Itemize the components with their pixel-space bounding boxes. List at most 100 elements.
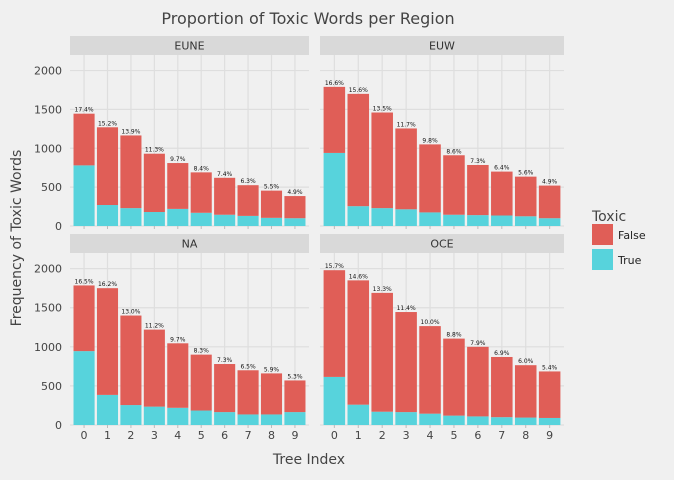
bar-true bbox=[190, 410, 212, 425]
bar-false bbox=[96, 288, 119, 395]
y-tick-label: 2000 bbox=[34, 65, 62, 78]
legend-swatch-true bbox=[592, 249, 613, 270]
legend-label-false: False bbox=[618, 229, 646, 242]
bar-true bbox=[491, 417, 513, 425]
bar-true bbox=[491, 215, 513, 226]
chart-title: Proportion of Toxic Words per Region bbox=[161, 9, 454, 28]
data-label: 4.9% bbox=[542, 179, 558, 186]
data-label: 9.7% bbox=[170, 336, 186, 343]
y-tick-label: 1500 bbox=[34, 302, 62, 315]
x-tick-label: 1 bbox=[355, 429, 362, 442]
data-label: 7.9% bbox=[470, 340, 486, 347]
bar-false bbox=[237, 370, 259, 415]
bar-true bbox=[237, 414, 259, 425]
bar-false bbox=[284, 196, 306, 219]
legend: False True bbox=[592, 224, 646, 270]
bar-false bbox=[73, 285, 95, 352]
bar-false bbox=[443, 155, 465, 215]
bar-false bbox=[73, 113, 95, 166]
bar-true bbox=[96, 394, 119, 425]
bar-true bbox=[467, 215, 489, 226]
data-label: 9.7% bbox=[170, 156, 186, 163]
bar-false bbox=[323, 270, 346, 377]
bar-false bbox=[491, 171, 513, 216]
x-tick-label: 9 bbox=[291, 429, 298, 442]
x-tick-label: 7 bbox=[498, 429, 505, 442]
bar-true bbox=[538, 417, 561, 425]
bar-true bbox=[143, 406, 165, 425]
bar-true bbox=[467, 416, 489, 425]
bar-false bbox=[143, 153, 165, 213]
x-tick-label: 4 bbox=[427, 429, 434, 442]
bar-false bbox=[120, 135, 142, 209]
bar-false bbox=[419, 326, 441, 414]
bar-false bbox=[538, 371, 561, 418]
bar-true bbox=[237, 215, 259, 226]
bar-false bbox=[190, 172, 212, 213]
bar-true bbox=[120, 208, 142, 226]
data-label: 10.0% bbox=[421, 319, 440, 326]
facet-label: OCE bbox=[430, 238, 453, 251]
x-tick-label: 6 bbox=[474, 429, 481, 442]
x-axis-label: Tree Index bbox=[272, 452, 345, 468]
data-label: 13.3% bbox=[373, 286, 392, 293]
data-label: 11.2% bbox=[145, 323, 164, 330]
y-tick-label: 0 bbox=[55, 220, 62, 233]
x-tick-label: 8 bbox=[522, 429, 529, 442]
bar-false bbox=[120, 315, 142, 406]
data-label: 13.9% bbox=[121, 128, 140, 135]
data-label: 15.7% bbox=[325, 263, 344, 270]
bar-false bbox=[260, 190, 283, 218]
bar-false bbox=[443, 338, 465, 416]
data-label: 6.0% bbox=[518, 358, 534, 365]
data-label: 13.5% bbox=[373, 106, 392, 113]
bar-true bbox=[514, 417, 537, 425]
bar-false bbox=[514, 176, 537, 217]
bar-false bbox=[167, 163, 189, 209]
data-label: 13.0% bbox=[121, 309, 140, 316]
x-tick-label: 8 bbox=[268, 429, 275, 442]
x-tick-label: 0 bbox=[331, 429, 338, 442]
data-label: 4.9% bbox=[287, 189, 303, 196]
chart-panels: EUNE 17.4% 15.2% 13.9% 11.3% 9.7% 8.4% 7.4% 6.3%… bbox=[34, 36, 564, 442]
bar-false bbox=[347, 280, 370, 405]
bar-true bbox=[96, 205, 119, 226]
x-tick-label: 3 bbox=[403, 429, 410, 442]
bar-false bbox=[167, 343, 189, 408]
bar-false bbox=[347, 93, 370, 207]
y-tick-label: 1000 bbox=[34, 341, 62, 354]
panel-euw: EUW 16.6% 15.6% 13.5% 11.7% 9.8% 8.6% 7.3% 6.4% 5… bbox=[320, 36, 564, 229]
legend-label-true: True bbox=[617, 254, 642, 267]
data-label: 11.7% bbox=[397, 121, 416, 128]
y-tick-label: 0 bbox=[55, 419, 62, 432]
x-tick-label: 3 bbox=[151, 429, 158, 442]
data-label: 7.3% bbox=[217, 357, 233, 364]
panel-na: NA 16.5% 16.2% 13.0% 11.2% 9.7% 8.3% 7.3% 6.5% 5.… bbox=[34, 234, 309, 442]
bar-false bbox=[371, 292, 393, 412]
bar-true bbox=[167, 407, 189, 425]
data-label: 16.2% bbox=[98, 281, 117, 288]
x-tick-label: 5 bbox=[198, 429, 205, 442]
bar-false bbox=[96, 127, 119, 206]
panel-oce: OCE 15.7% 14.6% 13.3% 11.4% 10.0% 8.8% 7.9% 6.9%… bbox=[320, 234, 564, 442]
x-tick-label: 2 bbox=[379, 429, 386, 442]
data-label: 5.3% bbox=[287, 373, 303, 380]
bar-false bbox=[143, 329, 165, 407]
data-label: 5.9% bbox=[264, 366, 280, 373]
data-label: 8.4% bbox=[194, 165, 210, 172]
bar-true bbox=[323, 152, 346, 226]
bar-false bbox=[214, 364, 236, 413]
bar-false bbox=[467, 346, 489, 417]
bar-true bbox=[120, 405, 142, 425]
bar-true bbox=[260, 217, 283, 226]
bar-true bbox=[443, 415, 465, 425]
bar-true bbox=[395, 412, 417, 425]
bar-true bbox=[371, 208, 393, 226]
data-label: 6.9% bbox=[494, 350, 510, 357]
bar-true bbox=[395, 209, 417, 226]
y-tick-label: 500 bbox=[41, 380, 62, 393]
bar-false bbox=[190, 354, 212, 411]
x-tick-label: 9 bbox=[546, 429, 553, 442]
